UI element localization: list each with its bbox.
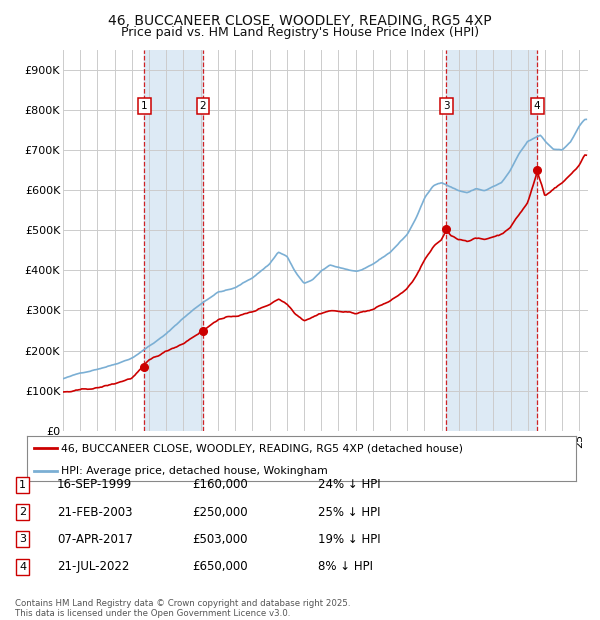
Text: 1: 1 bbox=[19, 480, 26, 490]
Text: 25% ↓ HPI: 25% ↓ HPI bbox=[318, 506, 380, 518]
Text: 8% ↓ HPI: 8% ↓ HPI bbox=[318, 560, 373, 573]
Text: 1: 1 bbox=[141, 101, 148, 111]
Bar bbox=[144, 50, 203, 431]
Text: 3: 3 bbox=[19, 534, 26, 544]
Text: 21-JUL-2022: 21-JUL-2022 bbox=[57, 560, 130, 573]
Text: £250,000: £250,000 bbox=[192, 506, 248, 518]
Text: 4: 4 bbox=[534, 101, 541, 111]
Text: 46, BUCCANEER CLOSE, WOODLEY, READING, RG5 4XP: 46, BUCCANEER CLOSE, WOODLEY, READING, R… bbox=[108, 14, 492, 28]
Text: 2: 2 bbox=[200, 101, 206, 111]
Text: £650,000: £650,000 bbox=[192, 560, 248, 573]
Text: 46, BUCCANEER CLOSE, WOODLEY, READING, RG5 4XP (detached house): 46, BUCCANEER CLOSE, WOODLEY, READING, R… bbox=[61, 443, 463, 453]
Text: 24% ↓ HPI: 24% ↓ HPI bbox=[318, 479, 380, 491]
Text: 07-APR-2017: 07-APR-2017 bbox=[57, 533, 133, 546]
Bar bbox=[446, 50, 537, 431]
Text: Contains HM Land Registry data © Crown copyright and database right 2025.
This d: Contains HM Land Registry data © Crown c… bbox=[15, 599, 350, 618]
Text: £160,000: £160,000 bbox=[192, 479, 248, 491]
Text: 19% ↓ HPI: 19% ↓ HPI bbox=[318, 533, 380, 546]
Text: HPI: Average price, detached house, Wokingham: HPI: Average price, detached house, Woki… bbox=[61, 466, 328, 476]
Text: 4: 4 bbox=[19, 562, 26, 572]
Text: Price paid vs. HM Land Registry's House Price Index (HPI): Price paid vs. HM Land Registry's House … bbox=[121, 26, 479, 39]
Text: 21-FEB-2003: 21-FEB-2003 bbox=[57, 506, 133, 518]
Text: 3: 3 bbox=[443, 101, 449, 111]
Text: 16-SEP-1999: 16-SEP-1999 bbox=[57, 479, 132, 491]
Text: 2: 2 bbox=[19, 507, 26, 517]
Text: £503,000: £503,000 bbox=[192, 533, 248, 546]
